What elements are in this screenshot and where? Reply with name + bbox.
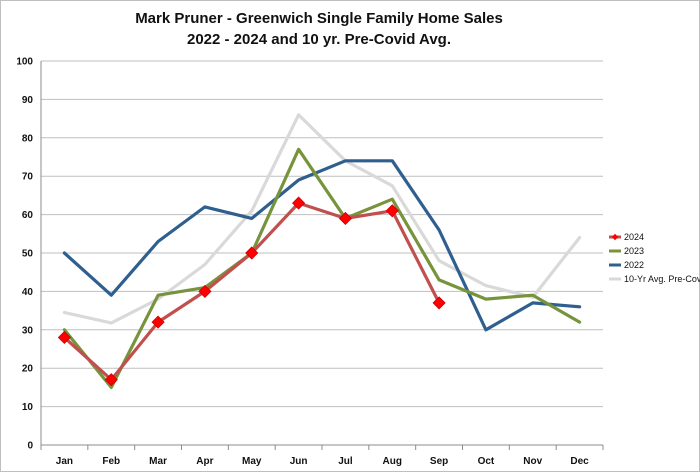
legend-label: 2024 xyxy=(624,232,644,242)
y-tick-label: 30 xyxy=(22,325,34,336)
x-tick-label: Dec xyxy=(570,456,589,467)
y-tick-label: 70 xyxy=(22,172,34,183)
data-point-marker xyxy=(198,284,212,298)
series-line-2023 xyxy=(62,147,582,389)
series-line-2022 xyxy=(62,159,582,332)
x-tick-label: Apr xyxy=(196,456,213,467)
data-point-marker xyxy=(57,330,71,345)
x-tick-label: Jul xyxy=(338,456,353,467)
axes: 0 10 20 30 40 50 60 70 80 90 100 Jan Feb Mar Apr May Jun… xyxy=(16,57,604,467)
data-point-marker xyxy=(432,296,446,310)
gridlines xyxy=(41,60,603,408)
x-tick-label: Nov xyxy=(523,456,542,467)
legend-label: 2022 xyxy=(624,260,644,270)
x-tick-label: May xyxy=(242,456,262,467)
data-point-marker xyxy=(385,204,399,218)
y-tick-label: 100 xyxy=(16,57,33,68)
y-tick-label: 90 xyxy=(22,95,34,106)
y-tick-label: 40 xyxy=(22,287,34,298)
x-tick-label: Jan xyxy=(56,456,73,467)
legend-label: 2023 xyxy=(624,246,644,256)
chart-title-line-1: Mark Pruner - Greenwich Single Family Ho… xyxy=(135,10,503,27)
y-tick-label: 0 xyxy=(27,441,33,452)
chart-title-line-2: 2022 - 2024 and 10 yr. Pre-Covid Avg. xyxy=(187,31,451,48)
series-markers xyxy=(57,196,446,387)
y-tick-label: 80 xyxy=(22,133,34,144)
x-tick-label: Oct xyxy=(478,456,495,467)
legend-marker xyxy=(611,233,619,241)
series-line-10-yr-avg-pre-covid xyxy=(62,113,582,325)
legend: 2024 2023 2022 10-Yr Avg. Pre-Covid xyxy=(609,232,700,284)
data-point-marker xyxy=(245,246,259,260)
data-point-marker xyxy=(292,196,306,210)
x-tick-label: Aug xyxy=(383,456,402,467)
data-point-marker xyxy=(338,211,352,226)
x-tick-label: Feb xyxy=(102,456,120,467)
x-tick-label: Sep xyxy=(430,456,448,467)
legend-label: 10-Yr Avg. Pre-Covid xyxy=(624,274,700,284)
data-point-marker xyxy=(151,315,165,329)
y-tick-label: 50 xyxy=(22,249,34,260)
x-tick-label: Jun xyxy=(290,456,308,467)
x-tick-label: Mar xyxy=(149,456,167,467)
y-tick-label: 10 xyxy=(22,402,34,413)
series-lines xyxy=(62,113,582,389)
y-tick-label: 60 xyxy=(22,210,34,221)
data-point-marker xyxy=(104,373,118,387)
y-tick-label: 20 xyxy=(22,364,34,375)
